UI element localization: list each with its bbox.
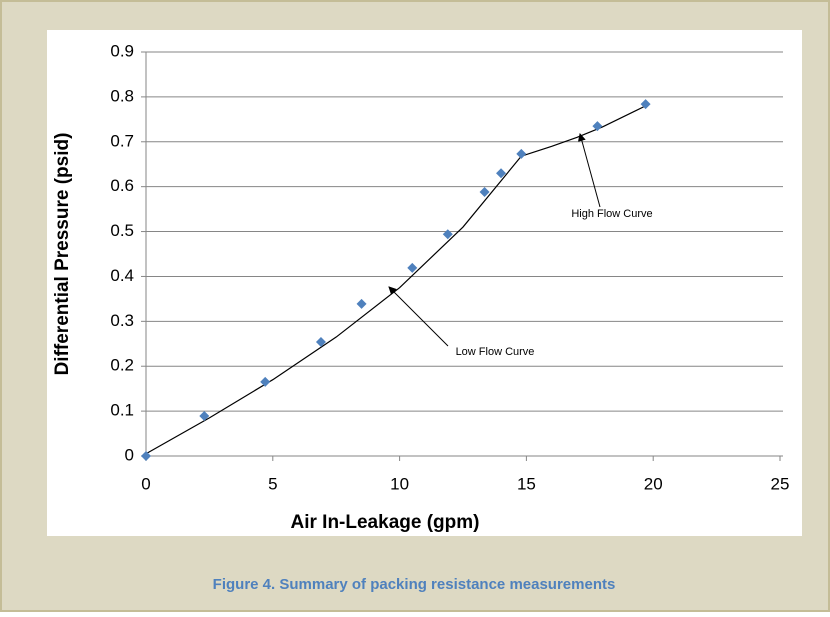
data-point [315,336,326,347]
y-tick-label: 0.4 [110,266,134,285]
x-tick-label: 10 [390,474,409,493]
y-tick-label: 0.1 [110,401,134,420]
annotation: High Flow Curve [571,208,652,220]
chart-area [47,30,802,536]
x-tick-label: 25 [771,474,790,493]
x-tick-label: 20 [644,474,663,493]
annotation-arrow [577,133,601,208]
data-point [516,148,527,159]
y-tick-label: 0.5 [110,221,134,240]
data-point [592,121,603,132]
fit-curve [521,105,646,157]
data-point [356,298,367,309]
y-tick-label: 0.8 [110,86,134,105]
x-tick-label: 0 [141,474,150,493]
data-point [442,229,453,240]
annotation-arrow [388,286,449,347]
caption: Figure 4. Summary of packing resistance … [213,576,616,593]
y-tick-label: 0.9 [110,41,134,60]
data-point [407,262,418,273]
annotation: Low Flow Curve [456,346,535,358]
y-axis-title: Differential Pressure (psid) [52,133,73,376]
data-point [199,411,210,422]
x-tick-label: 5 [268,474,277,493]
y-tick-label: 0.6 [110,176,134,195]
y-tick-label: 0.2 [110,356,134,375]
y-tick-label: 0 [125,445,134,464]
data-point [479,187,490,198]
data-point [640,99,651,110]
y-tick-label: 0.3 [110,311,134,330]
data-point [260,376,271,387]
fit-curve [145,155,522,455]
x-tick-label: 15 [517,474,536,493]
data-point [141,451,151,461]
y-tick-label: 0.7 [110,131,134,150]
data-point [496,168,507,179]
x-axis-title: Air In-Leakage (gpm) [291,512,480,533]
